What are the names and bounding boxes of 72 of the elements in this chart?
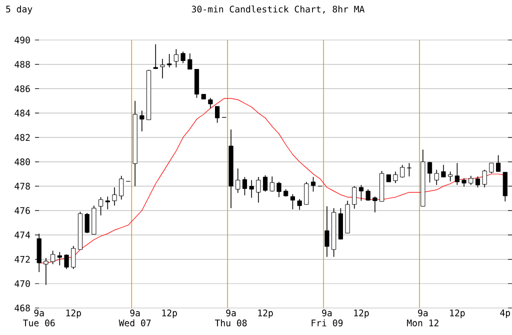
candlestick [393,171,398,184]
candlestick [358,184,364,202]
candlestick [276,182,282,198]
x-tick-label: 9a Thu 08 [214,310,247,326]
x-tick-label: 12p [66,310,81,318]
y-tick-label: 482 [14,134,30,141]
candlestick [236,168,240,194]
candlestick [482,169,487,188]
x-tick-label: 4p [500,310,510,318]
candlestick [256,176,261,204]
candlestick [242,176,248,196]
candlestick [475,176,480,188]
candlestick [140,110,144,132]
candlestick [119,175,124,200]
x-tick-label: 12p [354,310,369,318]
chart-title: 30-min Candlestick Chart, 8hr MA [192,6,365,14]
x-tick-label: 9a Wed 07 [118,310,151,326]
candlestick [366,188,370,202]
x-tick-label: 9a Mon 12 [407,310,438,326]
candlestick [468,175,474,186]
candlestick [434,169,439,186]
candlestick [304,182,309,205]
candlestick [372,196,378,213]
candlestick [153,44,158,70]
candlestick [64,254,69,270]
y-tick-label: 476 [14,207,30,214]
chart-subtitle: 5 day [6,6,32,14]
y-tick-label: 468 [14,304,30,312]
candlestick [167,54,172,68]
y-tick-label: 474 [14,232,30,238]
candlestick [44,258,48,286]
candlestick [352,186,357,210]
candlestick [400,164,405,178]
candlestick [441,164,446,178]
candlestick [112,187,117,206]
candlestick [290,194,295,210]
candlestick [489,162,494,174]
candlestick [215,106,220,124]
y-tick-label: 490 [14,36,30,44]
x-tick-label: 12p [450,310,465,318]
x-tick-label: 12p [162,310,177,318]
candlestick [188,53,192,70]
candlestick [249,180,254,198]
candlestick [324,206,330,258]
candlestick [98,196,104,216]
y-tick-label: 484 [14,110,30,116]
x-tick-label: 12p [258,310,273,318]
candlestick [297,198,302,210]
y-tick-label: 478 [14,182,30,190]
candlestick [160,58,165,79]
candlestick [262,174,268,192]
candlestick [84,212,90,234]
candlestick [71,245,76,270]
y-tick-label: 470 [14,280,30,288]
candlestick [454,162,460,186]
candlestick [270,176,274,192]
y-tick-label: 472 [14,256,30,263]
x-tick-label: 9a Fri 09 [312,310,343,326]
y-tick-label: 486 [14,85,30,92]
candlestick [180,51,186,64]
y-tick-label: 480 [14,158,30,166]
candlestick [448,171,453,182]
candlestick [427,161,432,183]
candlestick [57,252,62,266]
candlestick [105,196,110,210]
candlestick [208,97,213,109]
y-tick-label: 488 [14,60,30,68]
candlestick [310,176,316,192]
candlestick [502,172,508,202]
candlestick [50,250,56,265]
candlestick [174,48,178,68]
candlestick [496,154,501,172]
